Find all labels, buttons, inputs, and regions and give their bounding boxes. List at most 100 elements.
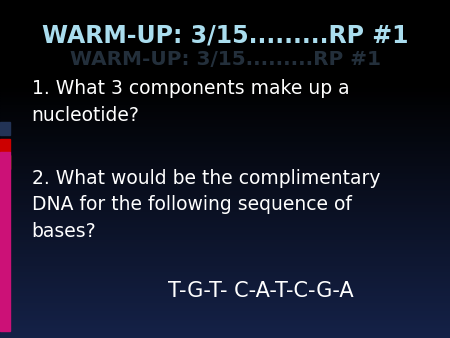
Bar [0,274,450,275]
Bar [0,316,450,318]
Bar [0,112,450,113]
Bar [0,15,450,17]
Bar [0,226,450,228]
Bar [0,314,450,316]
Bar [0,81,450,83]
Bar [0,248,450,250]
Bar [0,93,450,95]
Bar [0,161,450,162]
Bar [0,79,450,81]
Bar [0,166,450,167]
Bar [0,37,450,39]
Bar [0,199,450,201]
Bar [0,64,450,66]
Bar [0,115,450,117]
Bar [0,66,450,68]
Bar [0,204,450,206]
Bar [0,154,450,155]
Bar [0,105,450,106]
Bar [0,277,450,279]
Bar [0,88,450,90]
Bar [0,188,450,189]
Bar [0,86,450,88]
Bar [0,235,450,237]
Bar [0,95,450,96]
Bar [0,59,450,61]
Bar [0,39,450,41]
Bar [0,74,450,76]
Bar [0,57,450,59]
Bar [0,118,450,120]
Bar [0,223,450,225]
Bar [0,177,450,179]
Bar [0,137,450,139]
Bar [0,152,10,331]
Bar [0,228,450,230]
Bar [0,142,450,144]
Bar [0,196,450,198]
Bar [0,169,450,171]
Bar [0,125,450,127]
Bar [0,303,450,304]
Bar [0,255,450,257]
Bar [0,10,450,12]
Bar [0,24,450,25]
Bar [0,122,10,135]
Bar [0,144,450,145]
Bar [0,41,450,42]
Bar [0,68,450,69]
Bar [0,164,450,166]
Bar [0,313,450,314]
Bar [0,272,450,274]
Bar [0,17,450,19]
Bar [0,84,450,86]
Bar [0,127,450,128]
Bar [0,294,450,296]
Bar [0,61,450,63]
Bar [0,150,450,152]
Bar [0,113,450,115]
Bar [0,269,450,270]
Bar [0,286,450,287]
Bar [0,35,450,37]
Bar [0,5,450,7]
Bar [0,245,450,247]
Bar [0,309,450,311]
Bar [0,194,450,196]
Bar [0,184,450,186]
Bar [0,96,450,98]
Bar [0,139,450,140]
Bar [0,171,450,172]
Bar [0,14,450,15]
Bar [0,100,450,101]
Bar [0,210,450,211]
Bar [0,308,450,309]
Bar [0,101,450,103]
Bar [0,174,450,176]
Bar [0,259,450,260]
Bar [0,117,450,118]
Bar [0,306,450,308]
Bar [0,264,450,265]
Bar [0,198,450,199]
Bar [0,32,450,34]
Bar [0,155,10,169]
Bar [0,51,450,52]
Bar [0,284,450,286]
Bar [0,240,450,242]
Bar [0,63,450,64]
Bar [0,3,450,5]
Bar [0,225,450,226]
Bar [0,311,450,313]
Bar [0,27,450,29]
Bar [0,208,450,210]
Bar [0,22,450,24]
Bar [0,134,450,135]
Bar [0,333,450,335]
Bar [0,20,450,22]
Bar [0,299,450,301]
Bar [0,106,450,108]
Bar [0,179,450,181]
Bar [0,335,450,336]
Bar [0,8,450,10]
